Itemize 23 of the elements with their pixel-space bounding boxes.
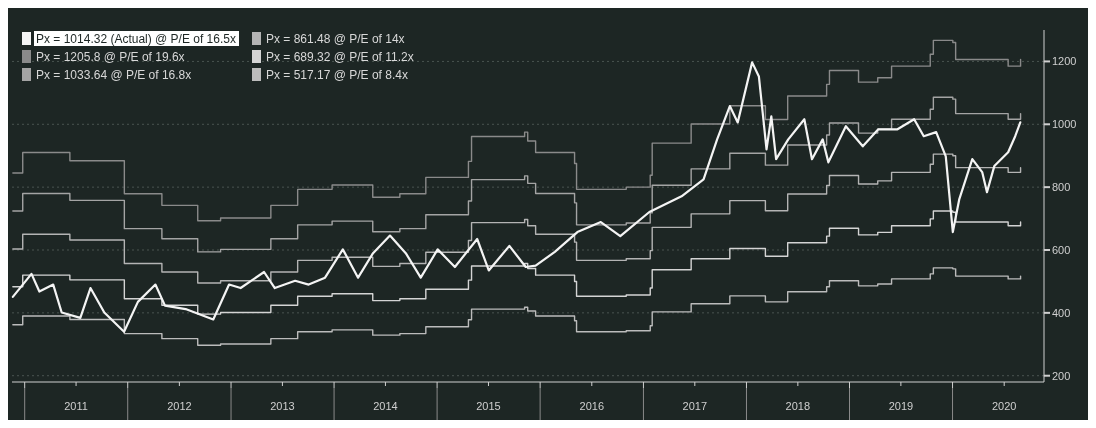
y-tick-label: 1000 <box>1052 118 1077 131</box>
legend-label: Px = 517.17 @ P/E of 8.4x <box>266 67 408 82</box>
y-tick-label: 600 <box>1052 243 1071 256</box>
legend-label: Px = 861.48 @ P/E of 14x <box>266 31 405 46</box>
y-tick-label: 200 <box>1052 369 1071 382</box>
legend-label: Px = 1014.32 (Actual) @ P/E of 16.5x <box>36 31 236 46</box>
legend-label: Px = 689.32 @ P/E of 11.2x <box>266 49 414 64</box>
x-tick-label: 2014 <box>373 400 398 412</box>
line-series <box>11 61 1022 333</box>
x-tick-label: 2015 <box>476 400 501 412</box>
x-tick-label: 2011 <box>64 400 88 412</box>
x-tick-label: 2012 <box>167 400 192 412</box>
y-tick-label: 1200 <box>1052 55 1077 68</box>
legend-label: Px = 1033.64 @ P/E of 16.8x <box>36 67 192 82</box>
legend-label: Px = 1205.8 @ P/E of 19.6x <box>36 49 185 64</box>
x-tick-label: 2020 <box>991 400 1017 412</box>
x-tick-label: 2013 <box>270 400 295 412</box>
x-tick-label: 2016 <box>579 400 605 412</box>
x-tick-label: 2018 <box>785 400 811 412</box>
x-tick-label: 2019 <box>888 400 914 412</box>
y-tick-label: 400 <box>1052 306 1071 319</box>
x-tick-label: 2017 <box>682 400 708 412</box>
y-tick-label: 800 <box>1052 180 1071 193</box>
